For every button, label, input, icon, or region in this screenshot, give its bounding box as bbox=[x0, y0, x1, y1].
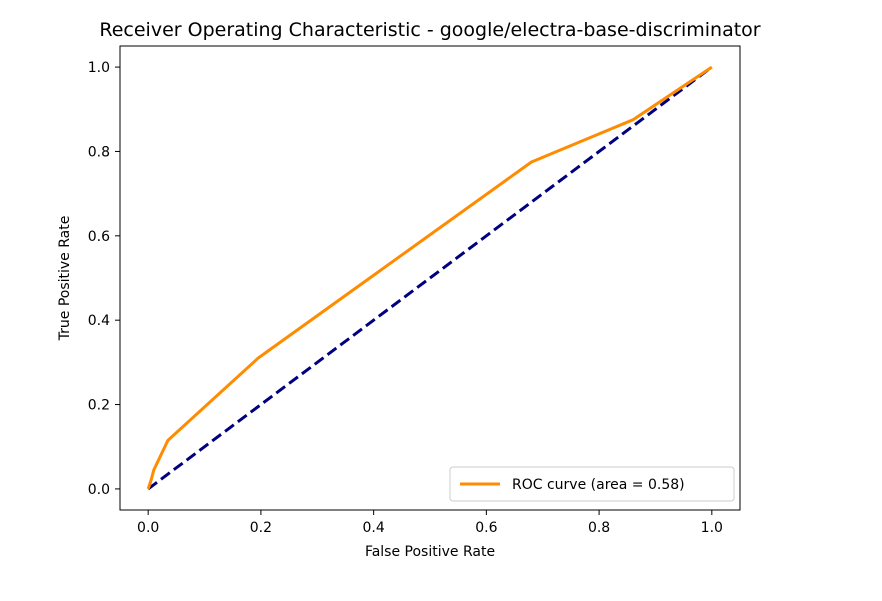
x-axis: 0.0 0.2 0.4 0.6 0.8 1.0 bbox=[137, 510, 723, 536]
x-axis-label: False Positive Rate bbox=[365, 544, 495, 560]
roc-curve-line bbox=[146, 65, 713, 490]
y-axis: 0.0 0.2 0.4 0.6 0.8 1.0 bbox=[88, 60, 120, 498]
series-layer bbox=[146, 65, 713, 491]
chance-diagonal-line bbox=[147, 65, 713, 491]
x-tick-label: 0.4 bbox=[363, 520, 385, 536]
y-tick-label: 0.8 bbox=[88, 144, 110, 160]
x-tick-label: 0.0 bbox=[137, 520, 159, 536]
x-tick-label: 0.6 bbox=[475, 520, 497, 536]
y-tick-label: 1.0 bbox=[88, 60, 110, 76]
chart-title: Receiver Operating Characteristic - goog… bbox=[99, 19, 760, 41]
x-tick-label: 0.2 bbox=[250, 520, 272, 536]
y-tick-label: 0.4 bbox=[88, 313, 110, 329]
x-tick-label: 1.0 bbox=[701, 520, 723, 536]
y-axis-label: True Positive Rate bbox=[57, 216, 73, 342]
x-tick-label: 0.8 bbox=[588, 520, 610, 536]
legend-box bbox=[449, 466, 735, 502]
y-tick-label: 0.0 bbox=[88, 482, 110, 498]
y-tick-label: 0.6 bbox=[88, 229, 110, 245]
legend-label: ROC curve (area = 0.58) bbox=[512, 477, 685, 493]
y-tick-label: 0.2 bbox=[88, 398, 110, 414]
legend: ROC curve (area = 0.58) bbox=[449, 466, 735, 502]
